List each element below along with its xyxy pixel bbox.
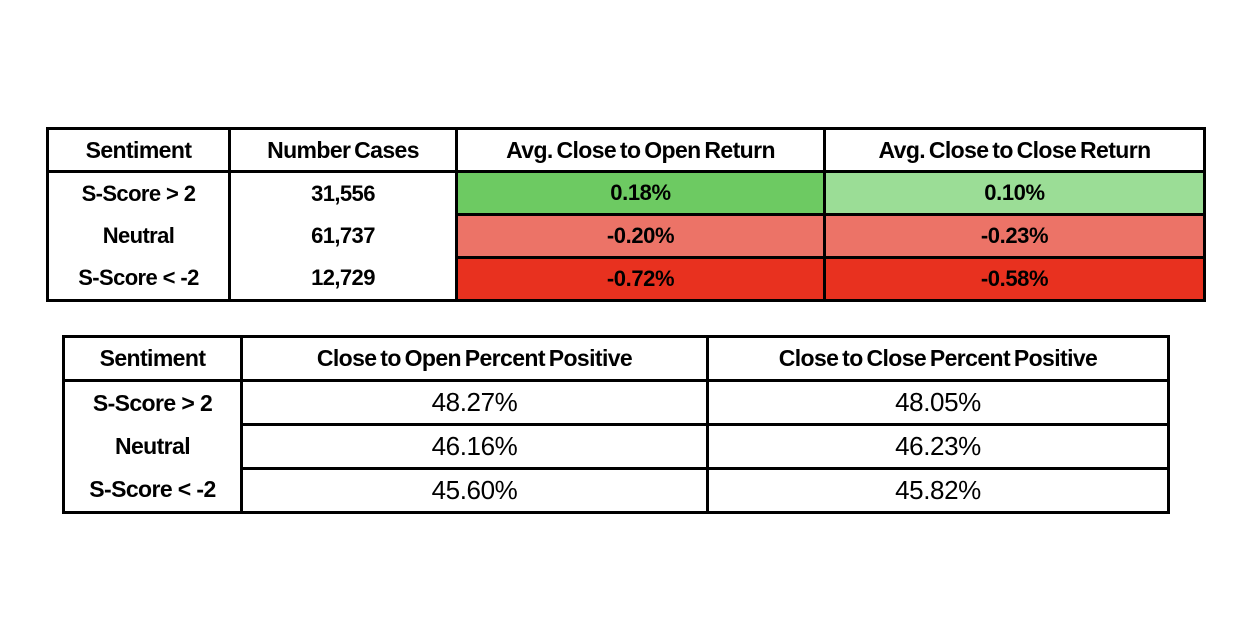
- returns-header-row: Sentiment Number Cases Avg. Close to Ope…: [47, 128, 1206, 173]
- close-to-close-return-value: 0.10%: [823, 170, 1206, 216]
- row-label-neutral: Neutral: [47, 214, 231, 258]
- percent-positive-header-row: Sentiment Close to Open Percent Positive…: [63, 336, 1170, 382]
- table-row: S-Score < -2 12,729 -0.72% -0.58%: [47, 256, 1206, 302]
- close-to-close-pct-positive-value: 45.82%: [706, 467, 1170, 514]
- table-row: Neutral 46.16% 46.23%: [63, 423, 1170, 470]
- percent-positive-table: Sentiment Close to Open Percent Positive…: [62, 335, 1170, 514]
- header-avg-close-to-open-return: Avg. Close to Open Return: [456, 128, 826, 173]
- row-label-sscore-negative: S-Score < -2: [47, 257, 231, 301]
- close-to-close-pct-positive-value: 48.05%: [706, 379, 1170, 426]
- close-to-open-return-value: 0.18%: [455, 170, 826, 216]
- header-number-cases: Number Cases: [229, 128, 458, 173]
- close-to-open-pct-positive-value: 46.16%: [240, 423, 709, 470]
- close-to-open-pct-positive-value: 48.27%: [240, 379, 709, 426]
- close-to-close-pct-positive-value: 46.23%: [706, 423, 1170, 470]
- close-to-close-return-value: -0.58%: [823, 256, 1206, 302]
- header-close-to-open-percent-positive: Close to Open Percent Positive: [241, 336, 709, 382]
- header-avg-close-to-close-return: Avg. Close to Close Return: [824, 128, 1206, 173]
- close-to-open-return-value: -0.20%: [455, 213, 826, 259]
- row-label-sscore-positive: S-Score > 2: [47, 171, 231, 215]
- header-close-to-close-percent-positive: Close to Close Percent Positive: [707, 336, 1170, 382]
- row-label-neutral: Neutral: [63, 424, 243, 469]
- row-label-sscore-positive: S-Score > 2: [63, 380, 243, 425]
- close-to-open-return-value: -0.72%: [455, 256, 826, 302]
- number-cases-value: 31,556: [229, 171, 458, 215]
- header-sentiment: Sentiment: [63, 336, 243, 382]
- close-to-close-return-value: -0.23%: [823, 213, 1206, 259]
- table-row: S-Score > 2 31,556 0.18% 0.10%: [47, 170, 1206, 216]
- number-cases-value: 61,737: [229, 214, 458, 258]
- row-label-sscore-negative: S-Score < -2: [63, 468, 243, 513]
- header-sentiment: Sentiment: [47, 128, 231, 173]
- table-row: Neutral 61,737 -0.20% -0.23%: [47, 213, 1206, 259]
- close-to-open-pct-positive-value: 45.60%: [240, 467, 709, 514]
- number-cases-value: 12,729: [229, 257, 458, 301]
- sentiment-returns-table: Sentiment Number Cases Avg. Close to Ope…: [46, 127, 1206, 302]
- table-row: S-Score < -2 45.60% 45.82%: [63, 467, 1170, 514]
- table-row: S-Score > 2 48.27% 48.05%: [63, 379, 1170, 426]
